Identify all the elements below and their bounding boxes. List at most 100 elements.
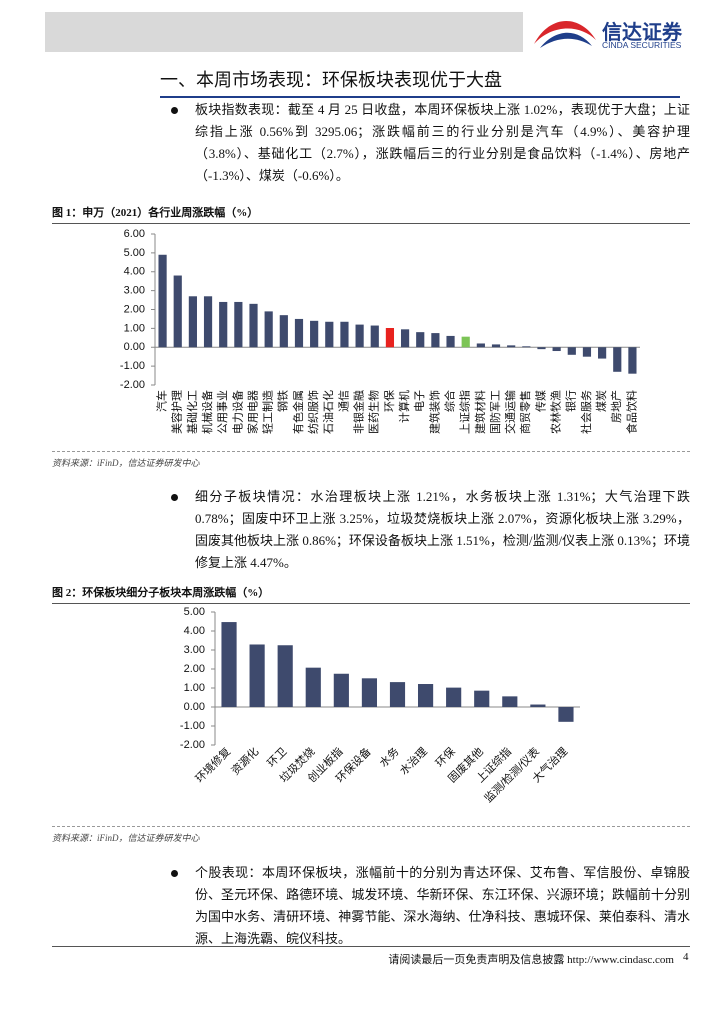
bar [552,347,561,352]
x-tick-label: 纺织服饰 [306,390,320,434]
x-tick-label: 通信 [337,390,350,412]
bar [264,311,273,348]
x-tick-label: 医药生物 [367,390,381,434]
y-tick-label: 4.00 [124,266,145,278]
y-tick-label: -2.00 [120,379,145,391]
bullet [171,494,178,501]
bar [474,690,490,707]
y-tick-label: 5.00 [184,606,205,618]
x-tick-label: 轻工制造 [261,390,275,434]
bar [431,333,440,348]
bar [537,347,546,350]
x-tick-label: 交通运输 [503,390,517,434]
section-title: 一、本周市场表现：环保板块表现优于大盘 [160,66,680,98]
page-number: 4 [683,951,689,963]
paragraph: 个股表现：本周环保板块，涨幅前十的分别为青达环保、艾布鲁、军信股份、卓锦股份、圣… [195,865,690,946]
bar [294,318,304,348]
bar [249,644,265,707]
bar [385,327,395,348]
figure-source: 资料来源：iFinD，信达证券研发中心 [52,451,690,469]
x-tick-label: 环保 [382,390,396,412]
x-tick-label: 房地产 [609,390,623,423]
bar [417,684,434,707]
x-tick-label: 煤炭 [595,390,608,412]
x-tick-label: 水治理 [397,744,430,777]
x-tick-label: 农林牧渔 [549,390,563,434]
y-tick-label: 3.00 [184,644,205,656]
y-tick-label: 2.00 [124,303,145,315]
x-tick-label: 非银金融 [352,390,366,434]
bar [310,320,319,348]
bar [628,347,637,374]
chart: 5.004.003.002.001.000.00-1.00-2.00环境修复资源… [180,606,580,805]
bar [279,315,288,348]
y-tick-label: -1.00 [120,360,145,372]
paragraph: 板块指数表现：截至 4 月 25 日收盘，本周环保板块上涨 1.02%，表现优于… [195,102,690,183]
x-tick-label: 环卫 [265,746,289,770]
bar [325,321,334,348]
x-tick-label: 汽车 [154,390,168,412]
bar [203,296,213,348]
x-tick-label: 建筑装饰 [427,390,441,434]
footer-disclaimer: 请阅读最后一页免责声明及信息披露 http://www.cindasc.com [388,954,674,966]
x-tick-label: 综合 [442,390,456,412]
x-tick-label: 有色金属 [291,390,305,434]
bar [400,329,410,348]
bar [446,687,462,707]
bullet [171,870,178,877]
x-tick-label: 商贸零售 [518,390,532,434]
bar [582,347,592,357]
y-tick-label: -2.00 [180,739,205,751]
y-tick-label: 0.00 [184,701,205,713]
bar [361,678,378,707]
x-tick-label: 资源化 [228,744,261,777]
bar [173,275,182,348]
x-tick-label: 水务 [377,745,402,770]
x-tick-label: 钢铁 [277,390,290,412]
bar [461,336,470,348]
bar [613,347,622,372]
footer-rule [52,946,690,947]
y-tick-label: 1.00 [184,682,205,694]
x-tick-label: 基础化工 [185,390,199,434]
x-tick-label: 计算机 [397,390,411,423]
y-tick-label: 4.00 [184,625,205,637]
x-tick-label: 电子 [413,390,426,412]
bar [221,622,237,707]
y-tick-label: 0.00 [124,341,145,353]
x-tick-label: 建筑材料 [473,390,487,434]
x-tick-label: 银行 [564,390,578,412]
bar [598,347,607,359]
bar [530,704,546,707]
bar [188,296,197,348]
x-tick-label: 上证综指 [458,390,472,434]
y-tick-label: 3.00 [124,285,145,297]
y-tick-label: -1.00 [180,720,205,732]
bar [249,303,258,348]
figure-caption: 图 2：环保板块细分子板块本周涨跌幅（%） [52,584,690,604]
figure-caption: 图 1：申万（2021）各行业周涨跌幅（%） [52,204,690,224]
bar [507,345,516,348]
logo [534,20,596,48]
figure-source: 资料来源：iFinD，信达证券研发中心 [52,826,690,844]
x-tick-label: 食品饮料 [624,390,638,434]
bar [158,254,167,348]
bar [234,301,243,348]
bar [340,321,349,348]
y-tick-label: 5.00 [124,247,145,259]
bar [277,645,293,707]
brand: 信达证券 [602,22,682,44]
x-tick-label: 社会服务 [579,390,593,434]
header-bar [45,12,523,52]
x-tick-label: 机械设备 [200,390,214,434]
bar [416,332,425,348]
y-tick-label: 6.00 [124,228,145,240]
bullet [171,107,178,114]
y-tick-label: 1.00 [124,322,145,334]
y-tick-label: 2.00 [184,663,205,675]
bar [491,344,501,348]
bar [446,335,455,348]
x-tick-label: 环保 [432,744,457,769]
bar [333,673,349,707]
bar [476,343,485,348]
